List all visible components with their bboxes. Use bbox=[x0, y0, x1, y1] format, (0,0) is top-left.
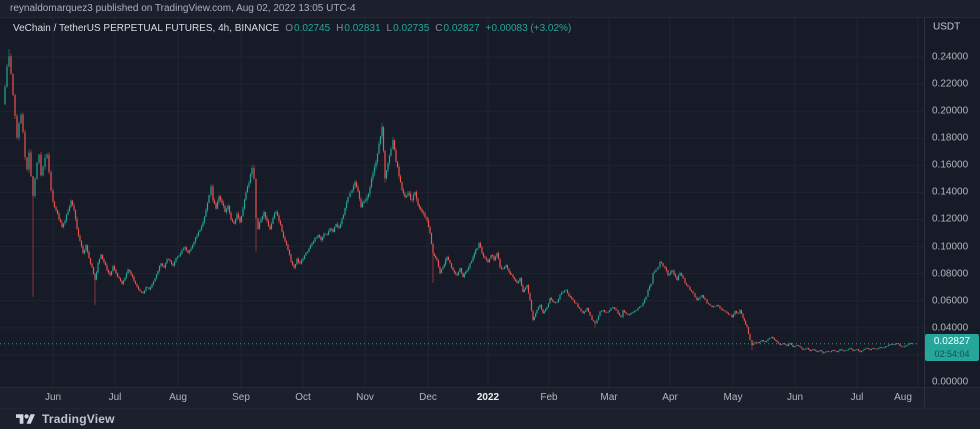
time-axis[interactable]: Jun Jul Aug Sep Oct Nov Dec 2022 Feb Mar Apr May Jun… bbox=[0, 387, 980, 408]
price-tick: 0.08000 bbox=[932, 268, 969, 280]
time-tick: Jul bbox=[108, 392, 122, 403]
price-axis[interactable]: USDT 0.24000 0.22000 0.20000 0.18000 0.16000… bbox=[925, 17, 980, 407]
time-tick: Mar bbox=[600, 392, 618, 403]
attribution-text: reynaldomarquez3 published on TradingVie… bbox=[10, 3, 356, 14]
time-tick: Sep bbox=[232, 392, 250, 403]
price-tick: 0.12000 bbox=[932, 213, 969, 225]
price-axis-divider bbox=[924, 17, 925, 407]
time-tick: Jul bbox=[850, 392, 864, 403]
change-value: +0.00083 (+3.02%) bbox=[485, 23, 572, 34]
time-tick: Jun bbox=[44, 392, 62, 403]
tradingview-wordmark[interactable]: TradingView bbox=[42, 412, 115, 426]
chart-top-border bbox=[0, 17, 980, 18]
time-tick: May bbox=[723, 392, 743, 403]
time-tick: Apr bbox=[662, 392, 678, 403]
symbol-legend[interactable]: VeChain / TetherUS PERPETUAL FUTURES, 4h… bbox=[13, 23, 571, 34]
price-tick: 0.18000 bbox=[932, 132, 969, 144]
time-tick: Aug bbox=[894, 392, 912, 403]
grid-layer bbox=[0, 17, 924, 387]
price-tick: 0.14000 bbox=[932, 186, 969, 198]
time-tick: 2022 bbox=[476, 392, 500, 403]
time-tick: Oct bbox=[295, 392, 311, 403]
price-tick: 0.06000 bbox=[932, 295, 969, 307]
high-value: H 0.02831 bbox=[336, 23, 381, 34]
candles-layer bbox=[4, 48, 914, 355]
price-tick: 0.04000 bbox=[932, 322, 969, 334]
close-value: C 0.02827 bbox=[435, 23, 480, 34]
time-tick: Aug bbox=[169, 392, 187, 403]
time-tick: Nov bbox=[356, 392, 374, 403]
price-tick: 0.00000 bbox=[932, 376, 969, 388]
time-tick: Dec bbox=[419, 392, 437, 403]
last-price-value: 0.02827 bbox=[933, 336, 971, 347]
price-tick: 0.20000 bbox=[932, 105, 969, 117]
footer-bar: TradingView bbox=[0, 408, 980, 429]
price-tick: 0.22000 bbox=[932, 78, 969, 90]
price-tick: 0.10000 bbox=[932, 241, 969, 253]
low-value: L 0.02735 bbox=[386, 23, 430, 34]
time-tick: Feb bbox=[540, 392, 558, 403]
bar-countdown-timer: 02:54:04 bbox=[934, 349, 970, 359]
last-price-label: 0.02827 02:54:04 bbox=[925, 334, 979, 361]
tradingview-logo-icon[interactable] bbox=[16, 412, 35, 427]
quote-currency-label: USDT bbox=[933, 21, 961, 33]
time-tick: Jun bbox=[786, 392, 804, 403]
open-value: O 0.02745 bbox=[285, 23, 331, 34]
attribution-bar: reynaldomarquez3 published on TradingVie… bbox=[0, 0, 980, 17]
symbol-title: VeChain / TetherUS PERPETUAL FUTURES, 4h… bbox=[13, 23, 280, 34]
price-tick: 0.16000 bbox=[932, 159, 969, 171]
price-tick: 0.24000 bbox=[932, 51, 969, 63]
